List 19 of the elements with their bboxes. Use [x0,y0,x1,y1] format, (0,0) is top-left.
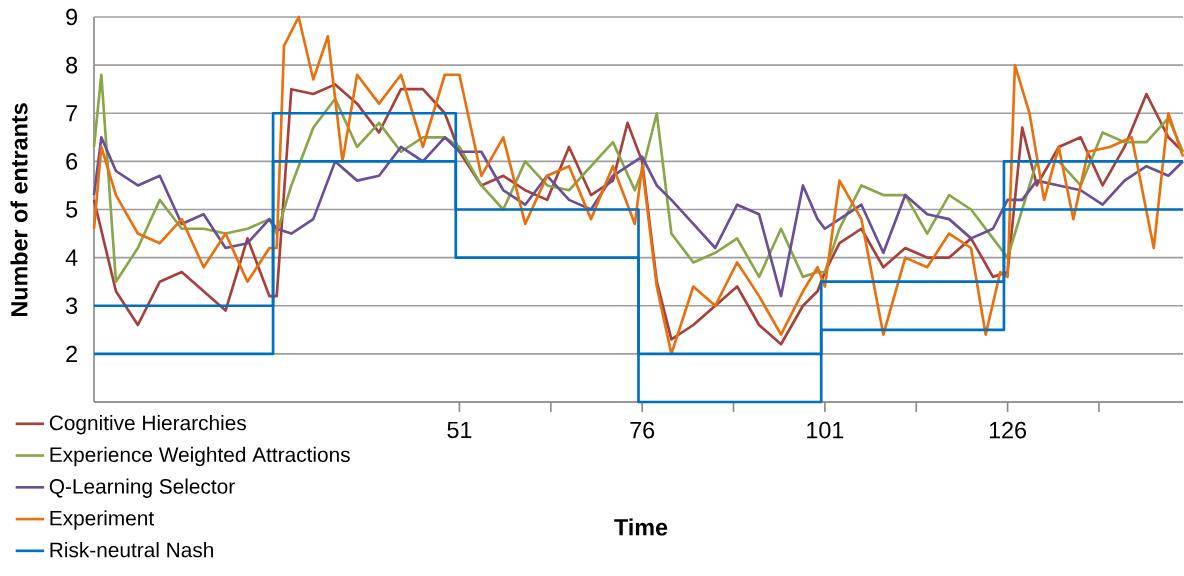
y-tick-label: 4 [65,249,78,266]
y-tick-label: 8 [66,56,78,74]
x-tick-label: 51 [447,421,472,439]
y-tick-label: 5 [66,201,78,218]
y-tick-label: 3 [66,297,78,315]
y-axis-title: Number of entrants [10,103,28,317]
y-tick-label: 6 [66,153,78,170]
x-tick-label: 101 [807,421,844,439]
legend-label: Cognitive Hierarchies [49,414,246,435]
legend-label: Q-Learning Selector [49,478,235,498]
legend-label: Experiment [50,510,154,530]
x-axis-title: Time [614,518,668,536]
y-tick-label: 9 [66,8,78,26]
y-tick-label: 7 [66,105,77,122]
legend-label: Risk-neutral Nash [50,542,213,558]
legend-label: Experience Weighted Attractions [50,446,350,467]
x-tick-label: 126 [989,421,1027,439]
y-tick-label: 2 [66,345,77,363]
x-tick-label: 76 [630,421,655,439]
